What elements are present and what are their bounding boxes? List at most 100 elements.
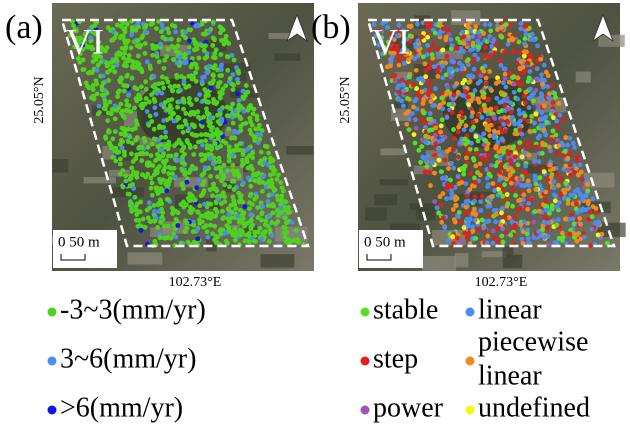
point	[166, 171, 171, 176]
point	[470, 110, 475, 115]
point	[465, 23, 470, 28]
point	[471, 211, 476, 216]
point	[405, 96, 410, 101]
point	[235, 213, 240, 218]
point	[247, 206, 252, 211]
point	[510, 204, 515, 209]
point	[129, 166, 134, 171]
legend-label: undefined	[478, 392, 590, 423]
point	[522, 41, 527, 46]
point	[110, 107, 115, 112]
point	[102, 106, 107, 111]
point	[230, 163, 235, 168]
point	[206, 235, 211, 240]
point	[471, 156, 476, 161]
point	[181, 107, 186, 112]
legend-label: stable	[373, 294, 438, 325]
point	[260, 237, 265, 242]
point	[179, 74, 184, 79]
point	[205, 143, 210, 148]
point	[571, 216, 576, 221]
point	[84, 80, 89, 85]
point	[224, 239, 229, 244]
point	[225, 54, 230, 59]
point	[210, 43, 215, 48]
point	[259, 150, 264, 155]
point	[543, 204, 548, 209]
point	[100, 93, 105, 98]
point	[535, 103, 540, 108]
point	[238, 128, 243, 133]
point	[532, 220, 537, 225]
point	[480, 155, 485, 160]
point	[535, 43, 540, 48]
point	[547, 211, 552, 216]
point	[187, 84, 192, 89]
point	[221, 163, 226, 168]
legend-label: linear	[478, 294, 542, 325]
point	[219, 67, 224, 72]
point	[415, 22, 420, 27]
point	[416, 148, 421, 153]
point	[542, 169, 547, 174]
building	[380, 148, 405, 155]
point	[158, 235, 163, 240]
point	[547, 145, 552, 150]
point	[508, 172, 513, 177]
point	[534, 112, 539, 117]
point	[227, 150, 232, 155]
point	[539, 72, 544, 77]
point	[459, 220, 464, 225]
point	[197, 92, 202, 97]
point	[235, 91, 240, 96]
point	[448, 178, 453, 183]
point	[168, 166, 173, 171]
point	[510, 187, 515, 192]
point	[181, 130, 186, 135]
point	[436, 52, 441, 57]
point	[205, 229, 210, 234]
point	[453, 220, 458, 225]
point	[413, 141, 418, 146]
point	[568, 163, 573, 168]
point	[411, 83, 416, 88]
scale-label: 0 50 m	[58, 234, 100, 250]
point	[187, 38, 192, 43]
point	[175, 105, 180, 110]
point	[288, 210, 293, 215]
point	[392, 73, 397, 78]
point	[478, 199, 483, 204]
point	[538, 57, 543, 62]
point	[545, 177, 550, 182]
point	[153, 185, 158, 190]
point	[473, 134, 478, 139]
point	[119, 111, 124, 116]
point	[164, 188, 169, 193]
point	[462, 231, 467, 236]
point	[203, 132, 208, 137]
point	[122, 51, 127, 56]
point	[432, 199, 437, 204]
point	[294, 228, 299, 233]
point	[540, 116, 545, 121]
point	[138, 43, 143, 48]
point	[501, 240, 506, 245]
point	[420, 117, 425, 122]
point	[140, 106, 145, 111]
point	[451, 97, 456, 102]
point	[511, 74, 516, 79]
point	[529, 197, 534, 202]
point	[147, 200, 152, 205]
point	[233, 113, 238, 118]
point	[175, 43, 180, 48]
point	[242, 109, 247, 114]
point	[484, 82, 489, 87]
point	[106, 25, 111, 30]
point	[425, 154, 430, 159]
point	[466, 231, 471, 236]
point	[545, 84, 550, 89]
point	[528, 69, 533, 74]
point	[104, 45, 109, 50]
point	[483, 22, 488, 27]
point	[135, 39, 140, 44]
